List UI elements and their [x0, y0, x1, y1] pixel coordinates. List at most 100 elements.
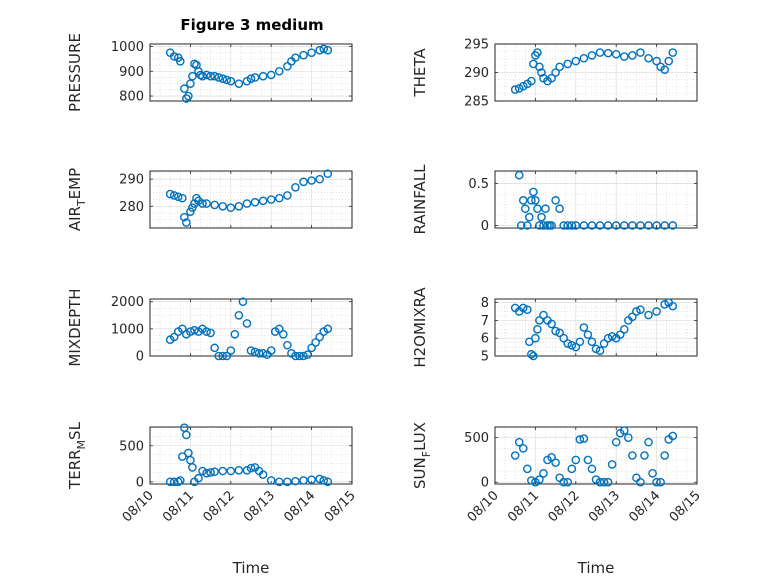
subplot-0-point	[319, 44, 329, 54]
subplot-6-point	[226, 466, 236, 476]
subplot-5-point	[518, 303, 528, 313]
subplot-1-point	[535, 62, 544, 72]
subplot-4-point	[254, 348, 264, 358]
subplot-3-point	[555, 204, 564, 214]
subplot-3-ytick-label: 0	[481, 219, 489, 234]
subplot-5-point	[587, 337, 597, 347]
subplot-0-ytick-label: 900	[119, 65, 144, 80]
subplot-1-point	[510, 85, 520, 94]
subplot-6-point	[194, 473, 203, 483]
subplot-6-xlabel: Time	[232, 559, 270, 577]
subplot-4-point	[315, 332, 324, 342]
subplot-6: 0 500 08/10 08/11 08/12 08/13 08/14 08/15 TERRMS…	[66, 421, 359, 577]
subplot-3-point	[660, 221, 669, 230]
subplot-4-point	[279, 329, 288, 339]
subplot-2-point	[266, 195, 276, 204]
subplot-4-point	[202, 327, 211, 336]
subplot-0-ylabel: PRESSURE	[66, 33, 84, 112]
subplot-7-point	[575, 435, 585, 444]
subplot-5-point	[559, 333, 568, 343]
subplot-2-point	[323, 169, 333, 179]
subplot-3-point	[619, 221, 629, 230]
subplot-0-point	[184, 91, 193, 101]
subplot-3-point	[539, 221, 548, 230]
subplot-6-point	[234, 465, 244, 475]
subplot-5-point	[551, 326, 560, 336]
subplot-1-point	[547, 73, 556, 83]
subplot-7-point	[595, 477, 605, 487]
subplot-0-point	[182, 94, 191, 103]
subplot-2-point	[178, 193, 187, 203]
subplot-7-point	[547, 452, 556, 462]
subplot-0-point	[226, 76, 236, 86]
subplot-7-ytick-label: 500	[464, 431, 489, 446]
subplot-1-ytick-label: 295	[464, 38, 489, 53]
subplot-3-point	[521, 204, 530, 214]
subplot-4-point	[295, 351, 304, 361]
subplot-0-point	[299, 50, 308, 60]
subplot-6-xtick-label: 08/12	[201, 488, 238, 525]
subplot-5-point	[563, 339, 573, 348]
subplot-4-ytick-label: 1000	[111, 322, 144, 337]
subplot-0-point	[188, 71, 197, 81]
subplot-0-point	[180, 84, 189, 93]
subplot-1-point	[619, 52, 629, 61]
subplot-2-point	[234, 201, 244, 211]
subplot-6-point	[175, 476, 185, 485]
subplot-4-point	[274, 324, 284, 334]
subplot-1-point	[636, 48, 645, 57]
subplot-7-xtick-label: 08/12	[546, 488, 583, 525]
subplot-2-point	[180, 212, 189, 222]
subplot-4-point	[210, 343, 219, 353]
subplot-7-point	[559, 477, 568, 487]
subplot-0-ytick-label: 1000	[111, 40, 144, 55]
subplot-1-point	[555, 62, 564, 72]
subplot-6-point	[315, 474, 324, 484]
subplot-5-point	[529, 351, 538, 361]
subplot-6-point	[188, 463, 197, 472]
subplot-3-point	[563, 221, 573, 230]
subplot-2-point	[250, 197, 260, 207]
subplot-4-point	[234, 310, 244, 320]
subplot-3: 0 0.5 RAINFALL	[411, 164, 698, 234]
subplot-3-point	[611, 221, 621, 230]
subplot-7-point	[668, 431, 678, 441]
subplot-4-point	[242, 319, 252, 328]
subplot-7-point	[523, 464, 532, 474]
subplot-1-ytick-label: 290	[464, 66, 489, 81]
subplot-7-point	[619, 426, 629, 435]
subplot-1-point	[537, 68, 546, 77]
subplot-0-point	[198, 71, 207, 81]
subplot-2-ylabel: AIRTEMP	[66, 168, 88, 231]
subplot-7-xtick-label: 08/11	[505, 488, 542, 525]
subplot-5-point	[615, 330, 625, 339]
subplot-2-point	[165, 189, 175, 199]
subplot-6-ylabel: TERRMSL	[66, 421, 88, 490]
subplot-6-point	[291, 476, 300, 486]
subplot-2-point	[307, 176, 316, 185]
subplot-0-point	[258, 71, 268, 81]
subplot-5-point	[644, 310, 653, 320]
subplot-0-point	[175, 57, 185, 66]
subplot-3-point	[547, 221, 556, 230]
subplot-1-point	[611, 49, 621, 59]
subplot-0-point	[266, 70, 276, 80]
subplot-4-ylabel: MIXDEPTH	[66, 288, 84, 366]
subplot-4-point	[218, 351, 228, 361]
subplot-3-point	[587, 221, 597, 230]
subplot-2-point	[202, 199, 211, 208]
subplot-7-point	[636, 477, 645, 487]
subplot-4: 0 1000 2000 MIXDEPTH	[66, 288, 353, 367]
subplot-2-point	[169, 191, 179, 200]
subplot-1-point	[595, 48, 605, 57]
subplot-2-point	[258, 196, 268, 206]
subplot-7-point	[518, 444, 528, 453]
subplot-2: 280 290 AIRTEMP	[66, 168, 353, 231]
subplot-6-point	[202, 468, 211, 478]
subplot-1-point	[660, 65, 669, 74]
subplot-3-point	[527, 196, 536, 205]
subplot-6-point	[218, 466, 228, 476]
subplot-4-ytick-label: 2000	[111, 295, 144, 310]
subplot-5-ytick-label: 7	[481, 314, 489, 329]
